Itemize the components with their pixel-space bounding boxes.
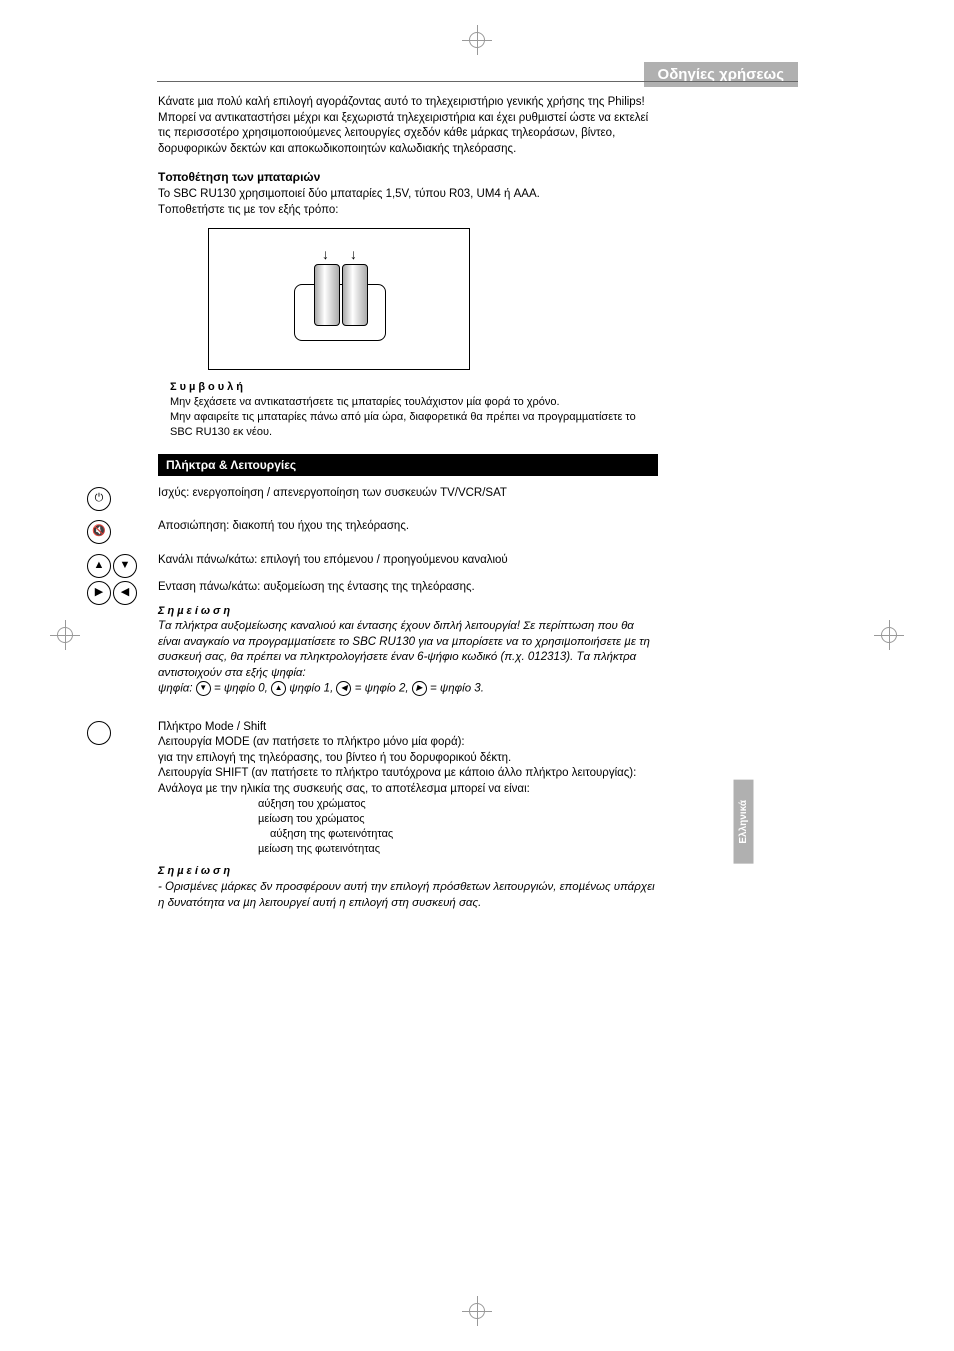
crop-mark-top [462, 25, 492, 55]
d0: = ψηφίο 0, [214, 683, 268, 695]
shift-s4: µείωση της φωτεινότητας [258, 842, 658, 857]
crop-mark-right [874, 620, 904, 650]
note2-title: Σηµείωση [158, 865, 233, 877]
intro-paragraph: Kάνατε µια πολύ καλή επιλογή αγοράζοντας… [158, 95, 658, 157]
note1-block: Σηµείωση Tα πλήκτρα αυξοµείωσης καναλιού… [158, 604, 658, 698]
mode-icon [87, 721, 111, 745]
mode-line2: για την επιλογή της τηλεόρασης, του βίντ… [158, 751, 658, 767]
digit3-icon: ▶ [412, 681, 427, 696]
note2-block: Σηµείωση - Oρισµένες µάρκες δν προσφέρου… [158, 864, 658, 911]
mute-desc: Aποσιώπηση: διακοπή του ήχου της τηλεόρα… [158, 520, 409, 532]
d1: ψηφίο 1, [289, 683, 333, 695]
crop-mark-bottom [462, 1296, 492, 1326]
power-row: ⏻ Iσχύς: ενεργοποίηση / απενεργοποίηση τ… [158, 486, 658, 502]
tip-title: Συµβουλή [170, 380, 658, 395]
mode-line1: Λειτουργία MODE (αν πατήσετε το πλήκτρο … [158, 735, 658, 751]
volume-down-icon: ◀ [113, 581, 137, 605]
volume-desc: Eνταση πάνω/κάτω: αυξοµείωση της έντασης… [158, 581, 475, 593]
header-rule [157, 81, 798, 82]
shift-s2: µείωση του χρώµατος [258, 812, 658, 827]
keys-section-bar: Πλήκτρα & Λειτουργίες [158, 454, 658, 476]
mute-row: 🔇 Aποσιώπηση: διακοπή του ήχου της τηλεό… [158, 519, 658, 535]
volume-up-icon: ▶ [87, 581, 111, 605]
digits-prefix: ψηφία: [158, 683, 193, 695]
battery-diagram: ↓ ↓ [208, 228, 470, 370]
battery-desc: To SBC RU130 χρησιµοποιεί δύο µπαταρίες … [158, 187, 658, 203]
mode-heading: Πλήκτρο Mode / Shift [158, 720, 658, 736]
channel-up-icon: ▲ [87, 554, 111, 578]
shift-s1: αύξηση του χρώµατος [258, 797, 658, 812]
battery-heading: Tοποθέτηση των µπαταριών [158, 169, 658, 185]
shift-list: αύξηση του χρώµατος µείωση του χρώµατος … [258, 797, 658, 856]
crop-mark-left [50, 620, 80, 650]
page: Oδηγίες χρήσεως Ελληνικά Kάνατε µια πολύ… [0, 0, 954, 1351]
volume-row: ▶◀ Eνταση πάνω/κάτω: αυξοµείωση της έντα… [158, 580, 658, 596]
note1-body: Tα πλήκτρα αυξοµείωσης καναλιού και έντα… [158, 620, 650, 679]
power-desc: Iσχύς: ενεργοποίηση / απενεργοποίηση των… [158, 487, 507, 499]
tip-line2: Mην αφαιρείτε τις µπαταρίες πάνω από µία… [170, 410, 658, 440]
shift-s3: αύξηση της φωτεινότητας [270, 827, 658, 842]
digit2-icon: ◀ [336, 681, 351, 696]
language-tab: Ελληνικά [734, 780, 754, 864]
channel-desc: Kανάλι πάνω/κάτω: επιλογή του επόµενου /… [158, 554, 508, 566]
d3: = ψηφίο 3. [430, 683, 484, 695]
mute-icon: 🔇 [87, 520, 111, 544]
digit1-icon: ▲ [271, 681, 286, 696]
tip-box: Συµβουλή Mην ξεχάσετε να αντικαταστήσετε… [170, 380, 658, 439]
note2-body: - Oρισµένες µάρκες δν προσφέρουν αυτή τη… [158, 881, 655, 909]
mode-row: Πλήκτρο Mode / Shift Λειτουργία MODE (αν… [158, 720, 658, 857]
battery-instr: Tοποθετήστε τις µε τον εξής τρόπο: [158, 203, 658, 219]
tip-line1: Mην ξεχάσετε να αντικαταστήσετε τις µπατ… [170, 395, 658, 410]
channel-down-icon: ▼ [113, 554, 137, 578]
channel-row: ▲▼ Kανάλι πάνω/κάτω: επιλογή του επόµενο… [158, 553, 658, 569]
content-column: Ελληνικά Kάνατε µια πολύ καλή επιλογή αγ… [158, 95, 658, 911]
header-box: Oδηγίες χρήσεως [644, 62, 798, 87]
digit0-icon: ▼ [196, 681, 211, 696]
mode-line3: Λειτουργία SHIFT (αν πατήσετε το πλήκτρο… [158, 766, 658, 797]
note1-title: Σηµείωση [158, 605, 233, 617]
power-icon: ⏻ [87, 487, 111, 511]
d2: = ψηφίο 2, [355, 683, 409, 695]
